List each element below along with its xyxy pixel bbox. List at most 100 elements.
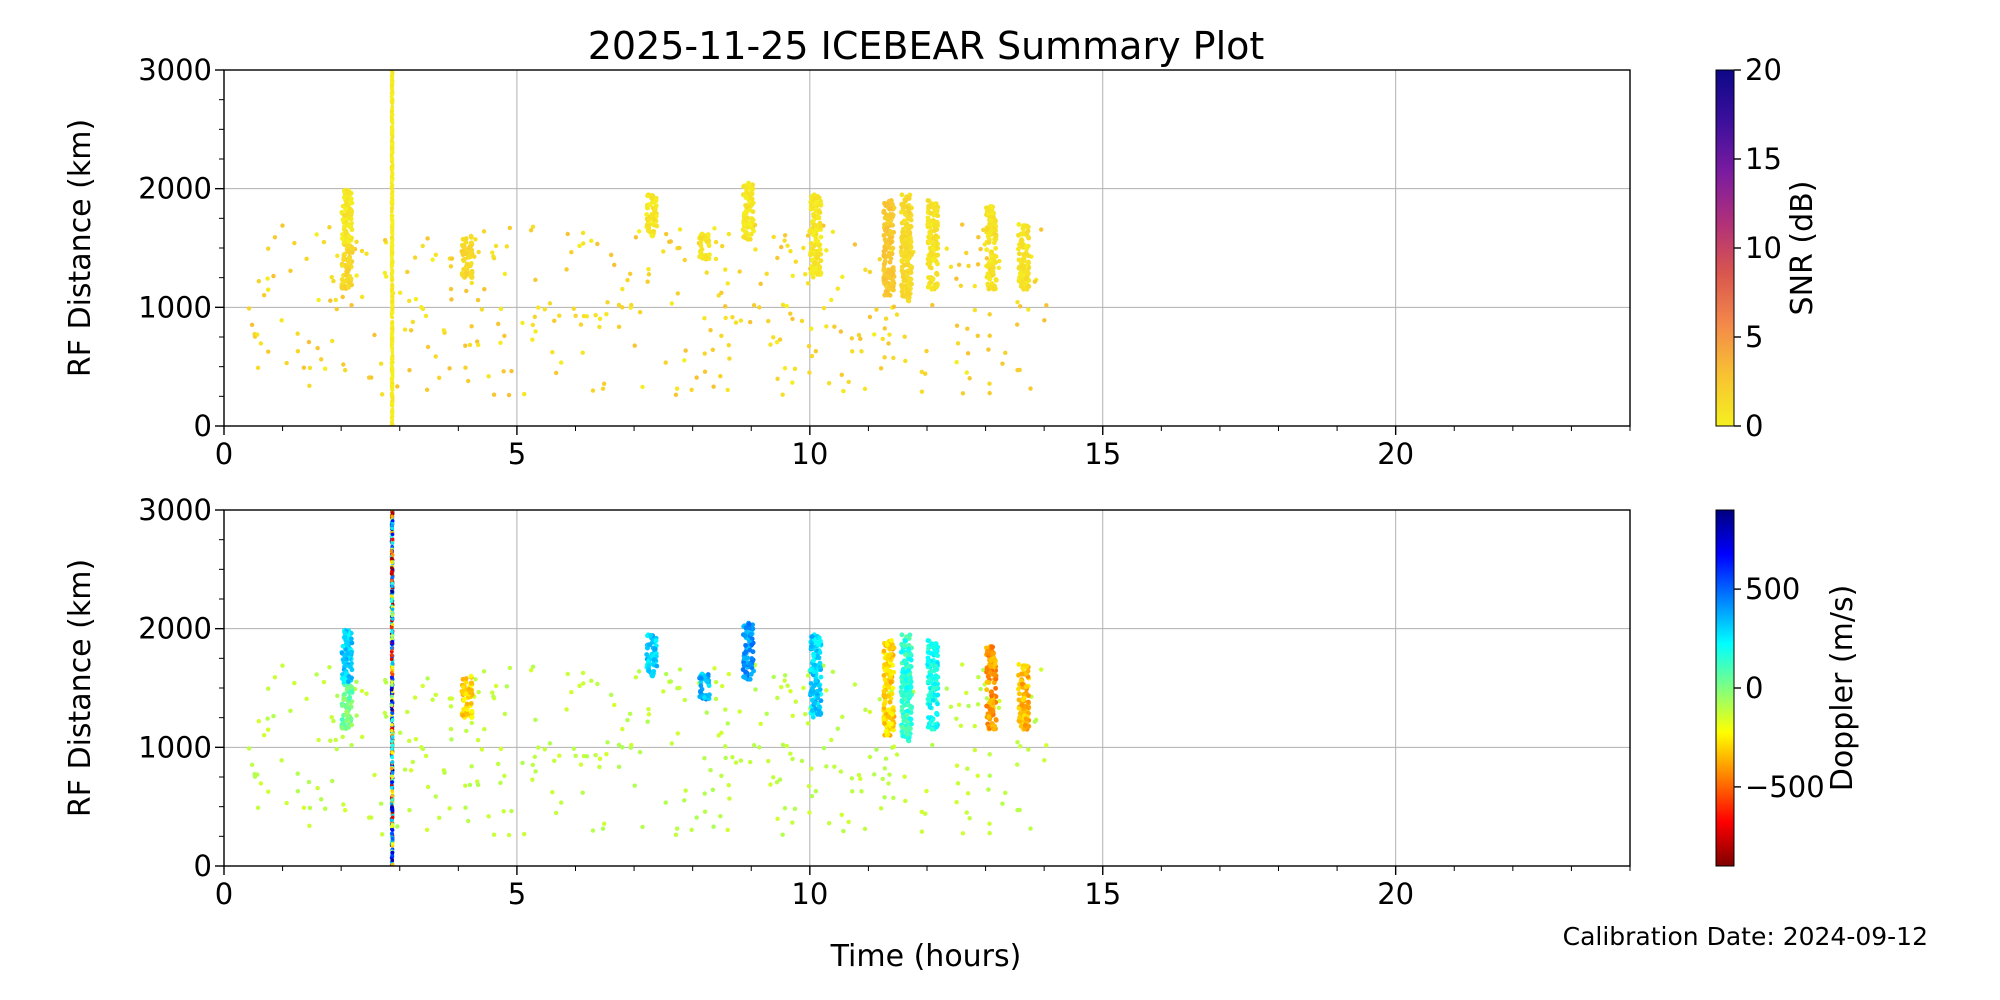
doppler-data-point xyxy=(1017,711,1023,717)
snr-data-point xyxy=(390,167,395,172)
snr-data-point xyxy=(390,101,395,105)
snr-data-point xyxy=(620,305,625,310)
snr-data-point xyxy=(738,318,744,323)
doppler-data-point xyxy=(904,727,910,733)
doppler-data-point xyxy=(880,776,885,782)
snr-data-point xyxy=(906,250,912,256)
doppler-data-point xyxy=(390,575,395,580)
doppler-data-point xyxy=(808,644,814,649)
doppler-data-point xyxy=(390,858,395,863)
snr-data-point xyxy=(928,210,934,216)
doppler-data-point xyxy=(496,761,501,767)
doppler-data-point xyxy=(581,681,586,686)
snr-data-point xyxy=(1044,303,1049,308)
doppler-data-point xyxy=(934,724,939,730)
doppler-data-point xyxy=(719,773,724,779)
doppler-data-point xyxy=(779,684,784,690)
snr-data-point xyxy=(899,258,905,264)
doppler-data-point xyxy=(955,781,961,786)
doppler-data-point xyxy=(805,721,811,726)
snr-data-point xyxy=(366,375,372,380)
doppler-data-point xyxy=(341,635,347,640)
snr-data-point xyxy=(342,367,348,373)
snr-data-point xyxy=(532,314,538,320)
doppler-data-point xyxy=(803,711,808,717)
doppler-data-point xyxy=(986,714,992,720)
doppler-data-point xyxy=(931,676,937,681)
snr-data-point xyxy=(1026,253,1031,259)
snr-data-point xyxy=(964,250,969,256)
snr-data-point xyxy=(390,79,395,83)
snr-data-point xyxy=(989,249,995,255)
snr-data-point xyxy=(900,293,906,299)
doppler-colorbar-tick-label: −500 xyxy=(1745,770,1825,804)
doppler-data-point xyxy=(698,683,704,689)
snr-data-point xyxy=(849,349,855,354)
doppler-data-point xyxy=(784,743,789,749)
doppler-data-point xyxy=(464,701,470,707)
snr-data-point xyxy=(564,267,569,272)
snr-data-point xyxy=(812,222,818,228)
doppler-data-point xyxy=(793,699,798,704)
doppler-data-point xyxy=(412,695,418,700)
doppler-data-point xyxy=(902,658,908,664)
doppler-data-point xyxy=(925,638,931,643)
doppler-data-point xyxy=(901,682,907,687)
snr-data-point xyxy=(747,319,753,325)
snr-data-point xyxy=(265,276,270,281)
snr-data-point xyxy=(689,387,694,393)
snr-data-point xyxy=(449,256,455,261)
doppler-data-point xyxy=(390,823,395,828)
doppler-data-point xyxy=(675,731,681,736)
doppler-data-point xyxy=(604,751,609,757)
snr-data-point xyxy=(733,320,739,325)
snr-data-point xyxy=(780,392,785,397)
snr-data-point xyxy=(354,239,359,245)
doppler-data-point xyxy=(997,698,1002,704)
snr-xtick-label: 0 xyxy=(215,437,233,471)
snr-data-point xyxy=(390,303,395,308)
doppler-data-point xyxy=(389,728,394,733)
snr-data-point xyxy=(747,207,753,213)
snr-data-point xyxy=(1032,279,1038,284)
snr-data-point xyxy=(408,328,414,333)
snr-colorbar-gradient xyxy=(1715,69,1735,427)
snr-data-point xyxy=(809,194,815,199)
doppler-data-point xyxy=(965,791,971,796)
doppler-data-point xyxy=(255,772,260,777)
doppler-data-point xyxy=(530,762,535,768)
snr-data-point xyxy=(698,249,703,255)
doppler-data-point xyxy=(725,721,730,726)
snr-data-point xyxy=(476,249,481,255)
snr-data-point xyxy=(904,287,910,293)
doppler-data-point xyxy=(741,662,747,668)
snr-data-point xyxy=(412,255,418,260)
doppler-data-point xyxy=(898,690,904,695)
snr-data-point xyxy=(859,349,864,354)
doppler-data-point xyxy=(498,746,504,752)
doppler-panel-ylabel: RF Distance (km) xyxy=(63,559,98,817)
doppler-data-point xyxy=(390,581,395,586)
doppler-data-point xyxy=(881,688,887,694)
doppler-data-point xyxy=(390,541,395,545)
snr-data-point xyxy=(616,302,622,308)
doppler-data-point xyxy=(506,832,512,838)
doppler-data-point xyxy=(340,734,345,740)
doppler-data-point xyxy=(978,686,983,692)
snr-data-point xyxy=(886,213,892,219)
doppler-data-point xyxy=(402,767,408,772)
doppler-data-point xyxy=(839,812,844,817)
doppler-data-point xyxy=(390,747,394,751)
doppler-data-point xyxy=(608,692,614,698)
snr-data-point xyxy=(339,285,345,290)
doppler-data-point xyxy=(390,629,394,634)
doppler-data-point xyxy=(501,809,506,814)
doppler-data-point xyxy=(987,670,993,675)
doppler-data-point xyxy=(389,687,394,692)
doppler-data-point xyxy=(327,665,332,670)
snr-data-point xyxy=(1026,283,1031,289)
doppler-data-point xyxy=(383,714,389,719)
snr-data-point xyxy=(872,332,877,337)
snr-data-point xyxy=(891,287,896,293)
snr-data-point xyxy=(530,337,535,342)
